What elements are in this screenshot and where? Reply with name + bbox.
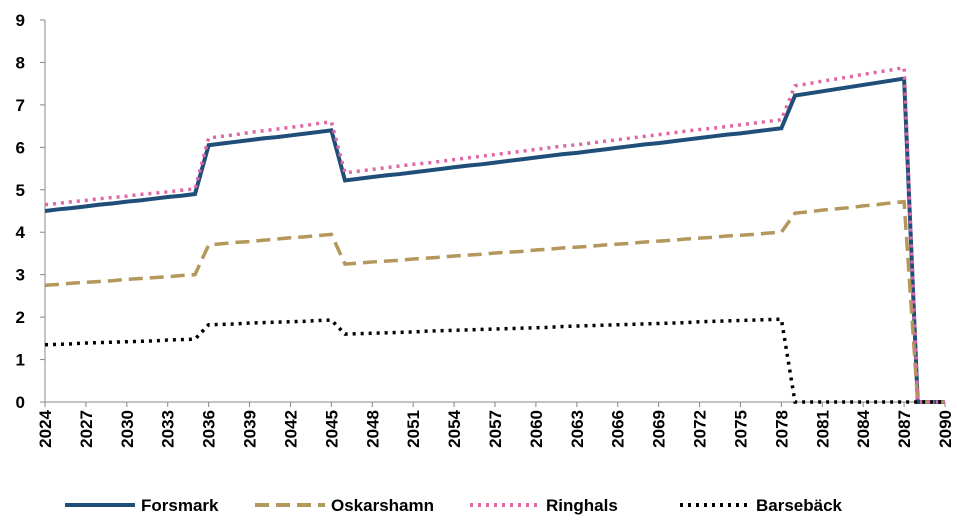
x-tick-label: 2069 bbox=[650, 410, 669, 448]
x-tick-label: 2087 bbox=[895, 410, 914, 448]
x-tick-label: 2063 bbox=[568, 410, 587, 448]
x-tick-label: 2054 bbox=[445, 409, 464, 447]
y-tick-label: 7 bbox=[16, 96, 25, 115]
x-tick-label: 2084 bbox=[854, 409, 873, 447]
legend-item: Forsmark bbox=[65, 496, 219, 515]
y-tick-label: 8 bbox=[16, 53, 25, 72]
y-tick-label: 0 bbox=[16, 393, 25, 412]
x-tick-label: 2030 bbox=[118, 410, 137, 448]
series-line bbox=[44, 76, 945, 404]
legend-label: Barsebäck bbox=[756, 496, 843, 515]
series-line bbox=[44, 199, 945, 404]
y-tick-label: 4 bbox=[16, 223, 26, 242]
legend-item: Ringhals bbox=[470, 496, 618, 515]
x-tick-label: 2072 bbox=[691, 410, 710, 448]
x-tick-label: 2039 bbox=[241, 410, 260, 448]
x-tick-label: 2024 bbox=[36, 409, 55, 447]
y-tick-label: 3 bbox=[16, 266, 25, 285]
legend-label: Ringhals bbox=[546, 496, 618, 515]
x-tick-label: 2033 bbox=[159, 410, 178, 448]
legend-label: Forsmark bbox=[141, 496, 219, 515]
series-line bbox=[44, 317, 945, 404]
x-tick-label: 2081 bbox=[813, 410, 832, 448]
x-tick-label: 2075 bbox=[731, 410, 750, 448]
x-tick-label: 2090 bbox=[936, 410, 955, 448]
y-tick-label: 1 bbox=[16, 351, 25, 370]
series-line bbox=[44, 65, 945, 404]
y-tick-label: 9 bbox=[16, 11, 25, 30]
x-tick-label: 2078 bbox=[772, 410, 791, 448]
x-tick-label: 2036 bbox=[200, 410, 219, 448]
x-tick-label: 2060 bbox=[527, 410, 546, 448]
x-tick-label: 2027 bbox=[77, 410, 96, 448]
y-tick-label: 2 bbox=[16, 308, 25, 327]
x-tick-label: 2045 bbox=[322, 410, 341, 448]
y-tick-label: 5 bbox=[16, 181, 25, 200]
y-tick-label: 6 bbox=[16, 138, 25, 157]
x-tick-label: 2066 bbox=[609, 410, 628, 448]
legend-item: Oskarshamn bbox=[255, 496, 434, 515]
legend-label: Oskarshamn bbox=[331, 496, 434, 515]
x-tick-label: 2051 bbox=[404, 410, 423, 448]
x-tick-label: 2057 bbox=[486, 410, 505, 448]
x-tick-label: 2048 bbox=[363, 410, 382, 448]
x-tick-label: 2042 bbox=[281, 410, 300, 448]
legend-item: Barsebäck bbox=[680, 496, 843, 515]
